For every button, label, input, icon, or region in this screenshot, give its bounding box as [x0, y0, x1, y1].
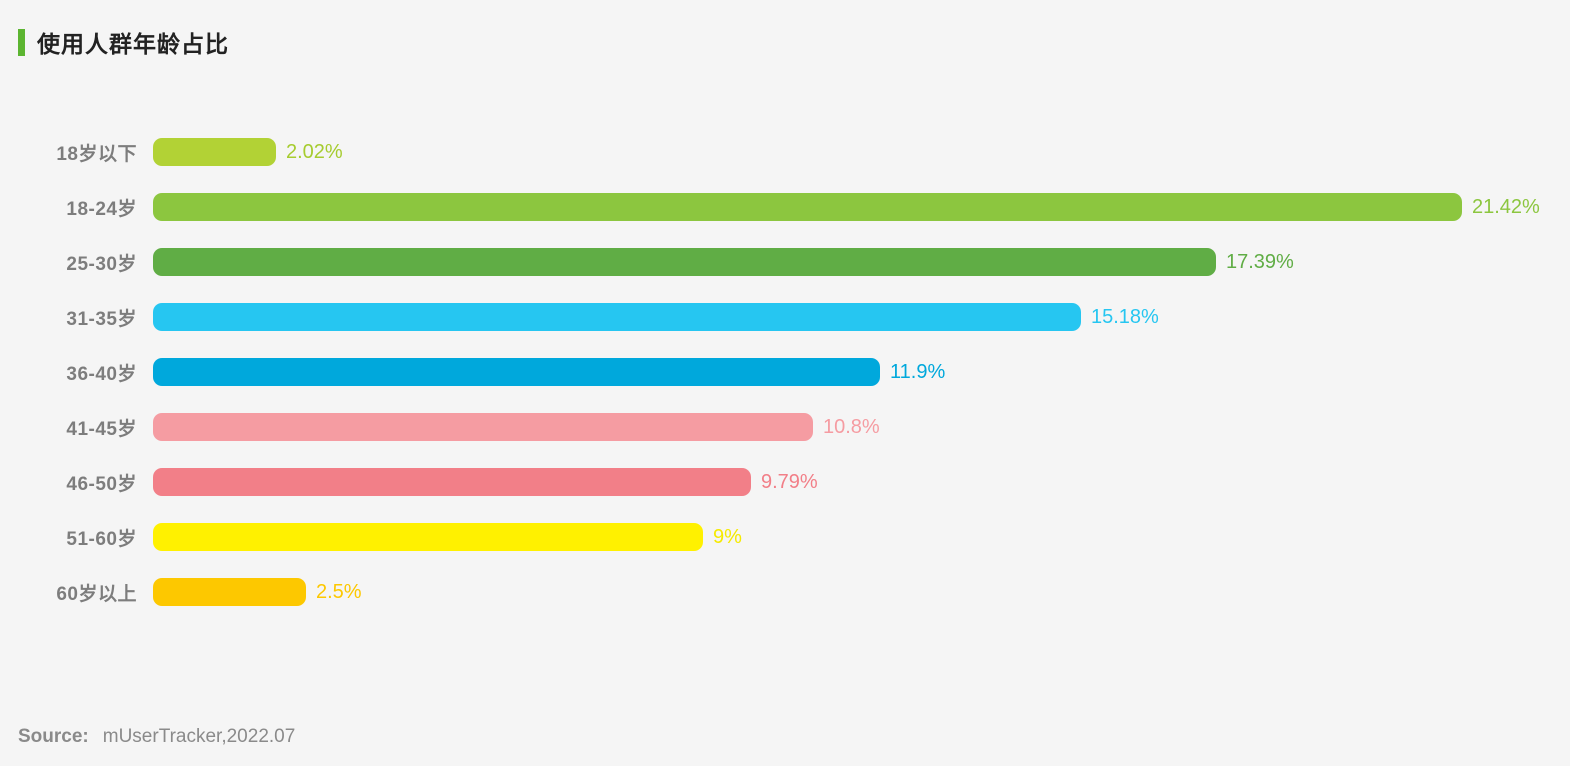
bar-track: 15.18%	[153, 303, 1570, 331]
source-line: Source: mUserTracker,2022.07	[18, 726, 295, 748]
bar[interactable]	[153, 248, 1216, 276]
value-label: 10.8%	[823, 415, 880, 438]
category-label: 36-40岁	[66, 363, 137, 385]
chart-row: 18-24岁 21.42%	[0, 193, 1570, 221]
page-title: 使用人群年龄占比	[37, 31, 229, 57]
title-accent-bar	[18, 28, 25, 56]
chart-row: 25-30岁 17.39%	[0, 248, 1570, 276]
bar[interactable]	[153, 303, 1081, 331]
bar-track: 9%	[153, 523, 1570, 551]
category-label: 60岁以上	[56, 583, 137, 605]
source-text: mUserTracker,2022.07	[102, 726, 296, 747]
value-label: 2.5%	[316, 580, 362, 603]
chart-row: 18岁以下 2.02%	[0, 138, 1570, 166]
value-label: 9%	[713, 525, 742, 548]
category-label: 25-30岁	[66, 253, 137, 275]
bar[interactable]	[153, 468, 751, 496]
source-label: Source:	[18, 726, 89, 747]
chart-row: 41-45岁 10.8%	[0, 413, 1570, 441]
category-label: 18岁以下	[56, 143, 137, 165]
bar[interactable]	[153, 358, 880, 386]
chart-title-block: 使用人群年龄占比	[18, 25, 229, 59]
value-label: 9.79%	[761, 470, 818, 493]
category-label: 41-45岁	[66, 418, 137, 440]
bar[interactable]	[153, 193, 1462, 221]
chart-row: 51-60岁 9%	[0, 523, 1570, 551]
category-label: 18-24岁	[66, 198, 137, 220]
value-label: 17.39%	[1226, 250, 1294, 273]
bar-track: 2.5%	[153, 578, 1570, 606]
chart-row: 46-50岁 9.79%	[0, 468, 1570, 496]
value-label: 2.02%	[286, 140, 343, 163]
age-distribution-bar-chart: 18岁以下 2.02% 18-24岁 21.42% 25-30岁 17.39% 31-35岁…	[0, 138, 1570, 633]
value-label: 11.9%	[890, 360, 946, 383]
bar-track: 17.39%	[153, 248, 1570, 276]
chart-row: 31-35岁 15.18%	[0, 303, 1570, 331]
chart-row: 36-40岁 11.9%	[0, 358, 1570, 386]
bar-track: 21.42%	[153, 193, 1570, 221]
bar-track: 9.79%	[153, 468, 1570, 496]
category-label: 46-50岁	[66, 473, 137, 495]
category-label: 51-60岁	[66, 528, 137, 550]
value-label: 21.42%	[1472, 195, 1540, 218]
value-label: 15.18%	[1091, 305, 1159, 328]
bar[interactable]	[153, 413, 813, 441]
bar[interactable]	[153, 578, 306, 606]
bar-track: 10.8%	[153, 413, 1570, 441]
chart-row: 60岁以上 2.5%	[0, 578, 1570, 606]
bar[interactable]	[153, 138, 276, 166]
category-label: 31-35岁	[66, 308, 137, 330]
bar-track: 2.02%	[153, 138, 1570, 166]
bar-track: 11.9%	[153, 358, 1570, 386]
bar[interactable]	[153, 523, 703, 551]
